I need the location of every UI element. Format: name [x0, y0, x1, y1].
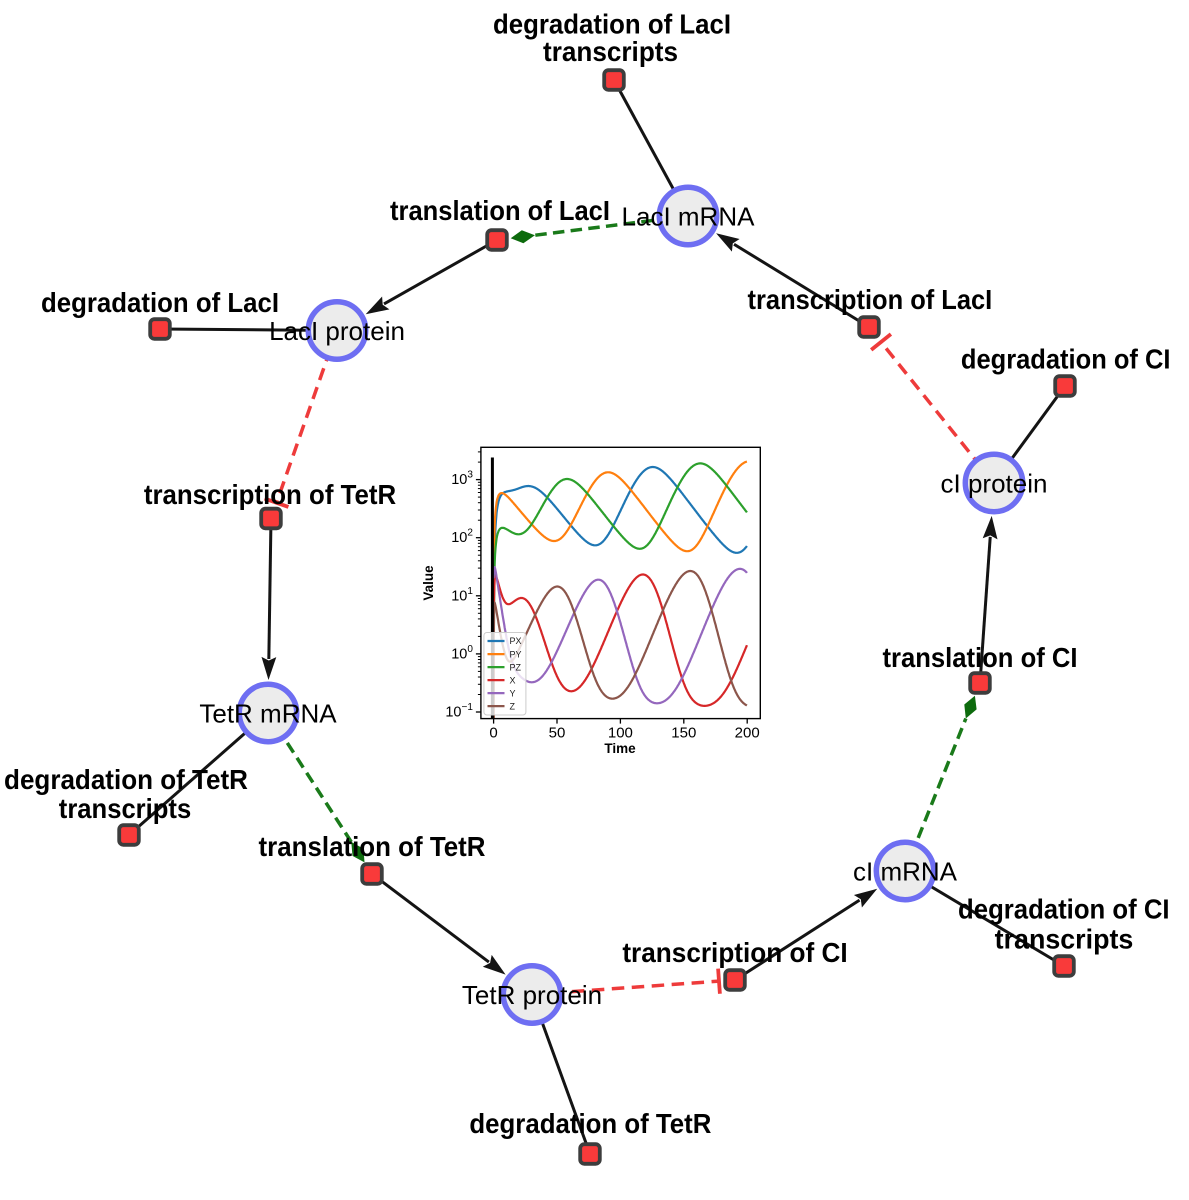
svg-text:100: 100 — [608, 725, 633, 742]
svg-text:TetR protein: TetR protein — [462, 980, 602, 1010]
svg-text:transcripts: transcripts — [543, 36, 678, 67]
svg-text:Y: Y — [510, 688, 516, 698]
svg-text:transcripts: transcripts — [995, 923, 1134, 954]
svg-text:Z: Z — [510, 701, 516, 711]
svg-text:translation of CI: translation of CI — [883, 642, 1078, 673]
svg-text:TetR mRNA: TetR mRNA — [199, 699, 337, 729]
svg-text:degradation of LacI: degradation of LacI — [493, 9, 731, 40]
svg-text:translation of LacI: translation of LacI — [390, 195, 610, 226]
svg-text:cI protein: cI protein — [941, 469, 1048, 499]
svg-text:X: X — [510, 675, 516, 685]
svg-text:transcription of CI: transcription of CI — [622, 937, 847, 968]
svg-text:degradation of TetR: degradation of TetR — [4, 764, 248, 795]
svg-text:0: 0 — [489, 725, 497, 742]
svg-text:transcription of LacI: transcription of LacI — [748, 284, 993, 315]
svg-text:Value: Value — [421, 565, 436, 601]
svg-text:200: 200 — [735, 725, 760, 742]
svg-text:PZ: PZ — [510, 662, 522, 672]
svg-text:degradation of LacI: degradation of LacI — [41, 287, 279, 318]
svg-text:LacI protein: LacI protein — [269, 316, 405, 346]
svg-text:LacI mRNA: LacI mRNA — [622, 202, 756, 232]
svg-text:transcription of TetR: transcription of TetR — [144, 479, 396, 510]
svg-text:degradation of CI: degradation of CI — [958, 894, 1170, 925]
svg-text:cI mRNA: cI mRNA — [853, 857, 958, 887]
svg-text:PY: PY — [510, 649, 522, 659]
svg-text:150: 150 — [671, 725, 696, 742]
svg-text:PX: PX — [510, 636, 522, 646]
svg-text:degradation of TetR: degradation of TetR — [469, 1108, 711, 1139]
svg-text:50: 50 — [549, 725, 566, 742]
svg-text:Time: Time — [604, 741, 636, 756]
svg-text:degradation of CI: degradation of CI — [961, 343, 1171, 374]
svg-text:transcripts: transcripts — [59, 793, 191, 824]
svg-text:translation of TetR: translation of TetR — [259, 831, 486, 862]
